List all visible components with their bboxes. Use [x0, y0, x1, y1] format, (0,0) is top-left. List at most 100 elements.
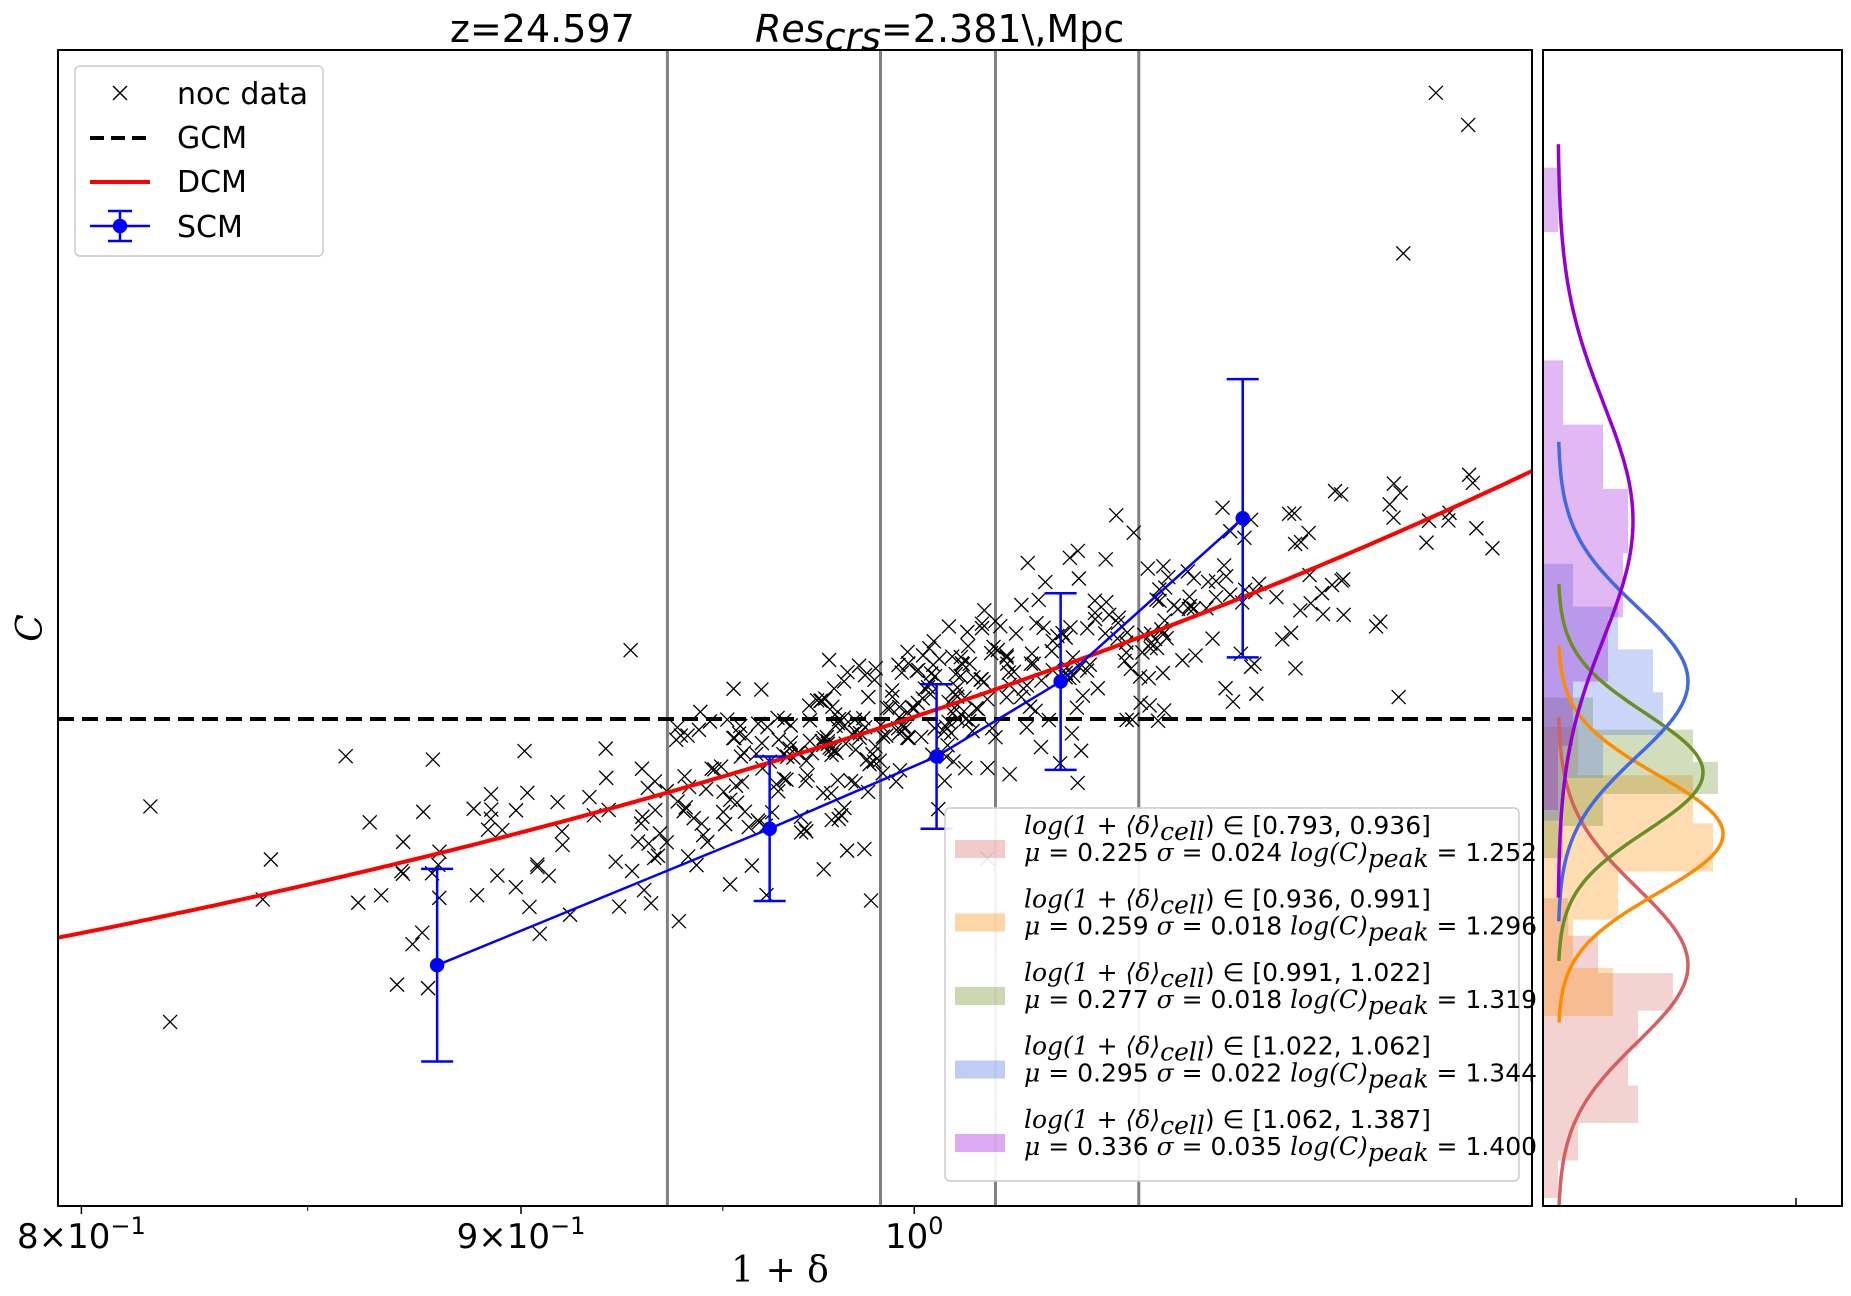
- main-plot: 8×10−1 9×10−1 100: [17, 49, 1784, 1257]
- data-point-marker: [891, 657, 906, 673]
- chart-title: z=24.597 Rescrs=2.381\,Mpc: [450, 7, 1124, 59]
- bin-legend-swatch: [955, 1134, 1005, 1152]
- data-point-marker: [1281, 506, 1297, 522]
- hist-bar: [1543, 823, 1713, 872]
- bin-legend-range: log(1 + ⟨δ⟩cell) ∈ [0.793, 0.936]: [1024, 811, 1431, 846]
- legend-errorbar-icon: [90, 209, 150, 243]
- data-point-marker: [1166, 597, 1182, 613]
- data-point-marker: [1440, 513, 1456, 528]
- data-point-marker: [999, 649, 1015, 665]
- data-point-marker: [699, 834, 715, 850]
- data-point-marker: [722, 792, 738, 808]
- data-point-marker: [1382, 496, 1398, 512]
- data-point-marker: [676, 803, 692, 819]
- histogram-bars: [1543, 167, 1718, 1198]
- legend-label-gcm: GCM: [177, 121, 247, 156]
- data-point-marker: [1071, 571, 1087, 586]
- data-point-marker: [717, 816, 733, 832]
- data-point-marker: [1336, 607, 1352, 623]
- data-point-marker: [1002, 766, 1018, 782]
- hist-bar: [1543, 553, 1623, 618]
- data-point-marker: [1386, 476, 1402, 492]
- data-point-marker: [532, 926, 548, 942]
- legend-entry-noc-data: noc data: [112, 77, 308, 112]
- data-point-marker: [860, 689, 876, 705]
- dcm-curve: [58, 469, 1532, 940]
- data-point-marker: [783, 735, 799, 751]
- data-point-marker: [1111, 610, 1127, 626]
- data-point-marker: [1770, 54, 1784, 68]
- data-point-marker: [692, 704, 708, 720]
- hist-bar: [1543, 871, 1618, 920]
- hist-bar: [1543, 1160, 1558, 1198]
- data-point-marker: [142, 798, 158, 814]
- main-legend: noc data GCM DCM SCM: [74, 65, 324, 257]
- data-point-marker: [694, 816, 710, 832]
- data-point-marker: [1026, 656, 1042, 672]
- bin-legend-stats: μ = 0.259 σ = 0.018 log(C)peak = 1.296: [1024, 912, 1537, 947]
- data-point-marker: [1150, 713, 1166, 729]
- data-point-marker: [980, 760, 995, 776]
- data-point-marker: [1156, 702, 1172, 718]
- data-point-marker: [778, 772, 794, 788]
- data-point-marker: [944, 649, 960, 665]
- data-point-marker: [875, 729, 891, 745]
- x-axis-label: 1 + δ: [731, 1250, 829, 1291]
- data-point-marker: [937, 773, 953, 789]
- data-point-marker: [1391, 689, 1407, 705]
- data-point-marker: [1070, 775, 1086, 791]
- data-point-marker: [831, 811, 847, 827]
- data-point-marker: [715, 804, 731, 820]
- data-point-marker: [957, 760, 973, 776]
- data-point-marker: [1248, 686, 1264, 702]
- data-point-marker: [1182, 598, 1198, 614]
- hist-fit-curve-3: [1557, 441, 1690, 922]
- data-point-marker: [1155, 665, 1171, 681]
- data-point-marker: [646, 850, 662, 866]
- data-point-marker: [647, 802, 663, 818]
- x-tick-label-1: 9×10−1: [457, 1212, 586, 1257]
- data-point-marker: [909, 663, 925, 679]
- bin-legend-swatch: [955, 840, 1005, 858]
- data-point-marker: [541, 868, 557, 884]
- data-point-marker: [393, 863, 409, 879]
- data-point-marker: [608, 854, 624, 870]
- data-point-marker: [823, 785, 839, 801]
- data-point-marker: [1301, 525, 1317, 541]
- data-point-marker: [1315, 606, 1331, 622]
- data-point-marker: [508, 802, 524, 818]
- data-point-marker: [1090, 680, 1106, 696]
- data-point-marker: [836, 800, 852, 816]
- data-point-marker: [732, 718, 748, 734]
- hist-fit-curve-2: [1557, 584, 1705, 961]
- data-point-marker: [650, 848, 666, 864]
- bin-legend-stats: μ = 0.336 σ = 0.035 log(C)peak = 1.400: [1024, 1132, 1537, 1167]
- bin-legend-swatch: [955, 913, 1005, 932]
- data-point-marker: [704, 761, 720, 777]
- data-point-marker: [1117, 653, 1133, 669]
- bin-legend-range: log(1 + ⟨δ⟩cell) ∈ [1.022, 1.062]: [1024, 1032, 1431, 1067]
- hist-series-4: [1543, 167, 1628, 810]
- data-point-marker: [836, 673, 852, 689]
- scm-point: [429, 957, 445, 973]
- data-point-marker: [1286, 505, 1302, 521]
- data-point-marker: [562, 907, 578, 923]
- data-point-marker: [469, 887, 485, 903]
- data-point-marker: [1293, 534, 1309, 550]
- data-point-marker: [680, 728, 695, 743]
- bin-legend-entry-0: log(1 + ⟨δ⟩cell) ∈ [0.793, 0.936]μ = 0.2…: [955, 811, 1537, 873]
- data-point-marker: [1062, 619, 1078, 635]
- data-point-marker: [1334, 573, 1350, 589]
- data-point-marker: [1008, 626, 1024, 642]
- data-point-marker: [1070, 543, 1086, 559]
- data-point-marker: [1142, 698, 1158, 713]
- bin-legend-entry-4: log(1 + ⟨δ⟩cell) ∈ [1.062, 1.387]μ = 0.3…: [955, 1105, 1537, 1167]
- data-point-marker: [1079, 620, 1095, 636]
- data-point-marker: [483, 811, 499, 827]
- data-point-marker: [686, 810, 702, 826]
- data-point-marker: [691, 722, 707, 738]
- data-point-marker: [389, 977, 405, 993]
- data-point-marker: [1087, 611, 1103, 627]
- data-point-marker: [1101, 607, 1117, 623]
- data-point-marker: [824, 699, 840, 715]
